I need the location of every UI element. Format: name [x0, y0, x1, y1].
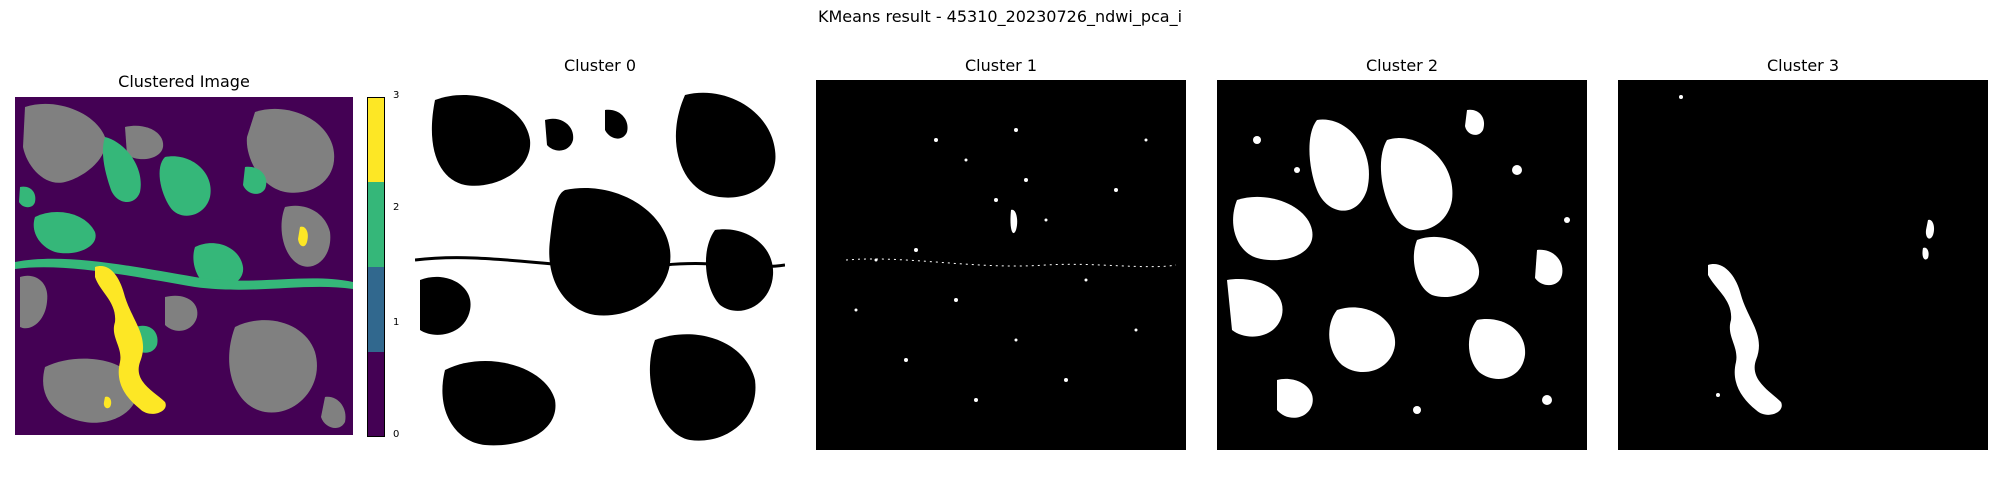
colorbar-tick-0: 0 — [393, 429, 400, 440]
colorbar — [367, 97, 385, 437]
clustered-image — [15, 97, 353, 435]
panel-title-cluster-3: Cluster 3 — [1766, 56, 1840, 75]
panel-title-cluster-1: Cluster 1 — [964, 56, 1038, 75]
colorbar-tick-2: 2 — [393, 202, 400, 213]
panel-title-cluster-0: Cluster 0 — [563, 56, 637, 75]
panel-title-clustered: Clustered Image — [118, 72, 250, 91]
cluster-0-mask — [415, 80, 785, 450]
panel-title-cluster-2: Cluster 2 — [1365, 56, 1439, 75]
cluster-1-mask — [816, 80, 1186, 450]
cluster-3-mask — [1618, 80, 1988, 450]
cluster-2-mask — [1217, 80, 1587, 450]
colorbar-tick-1: 1 — [393, 317, 400, 328]
colorbar-tick-3: 3 — [393, 90, 400, 101]
figure-title: KMeans result - 45310_20230726_ndwi_pca_… — [817, 7, 1183, 26]
